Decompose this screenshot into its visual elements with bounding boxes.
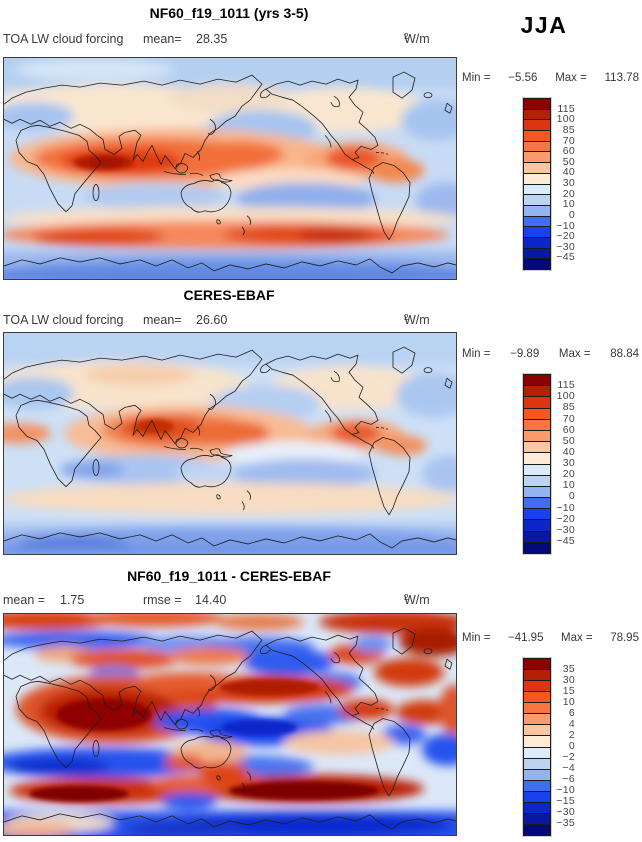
panel1-subtitle-row: TOA LW cloud forcing mean= 28.35 W/m 2 (0, 32, 465, 49)
panel2-mean-label: mean= (143, 313, 182, 327)
panel1-colorbar-ticks: 115 100 85 70 60 50 40 30 20 10 0 −10 −20 −30 −45 (556, 102, 575, 264)
panel2-max-value: 88.84 (610, 348, 639, 360)
map-obs (3, 332, 457, 555)
panel2-colorbar (523, 374, 551, 554)
panel3-title: NF60_f19_1011 - CERES-EBAF (127, 568, 331, 584)
panel3-units-base: W/m (404, 593, 430, 607)
panel2-colorbar-ticks: 115 100 85 70 60 50 40 30 20 10 0 −10 −20 −30 −45 (556, 379, 575, 547)
panel1-units-exponent: 2 (404, 32, 409, 41)
panel3-units-exponent: 2 (404, 593, 409, 602)
panel1-title: NF60_f19_1011 (yrs 3-5) (149, 5, 309, 21)
season-label: JJA (520, 12, 568, 38)
panel3-mean-label: mean = (3, 593, 46, 607)
panel1-mean-value: 28.35 (196, 32, 228, 46)
panel3-max-label: Max = (561, 632, 593, 644)
panel1-min-label: Min = (462, 72, 491, 84)
panel3-subtitle-row: mean = 1.75 rmse = 14.40 W/m 2 (0, 593, 465, 610)
panel2-units-label: W/m 2 (404, 313, 430, 328)
panel1-max-label: Max = (555, 72, 587, 84)
panel1-units-label: W/m 2 (404, 32, 430, 47)
panel1-max-value: 113.78 (604, 72, 639, 84)
panel2-units-exponent: 2 (404, 313, 409, 322)
panel1-variable-label: TOA LW cloud forcing (3, 32, 124, 46)
panel2-units-base: W/m (404, 313, 430, 327)
map-model (3, 57, 457, 280)
panel3-rmse-label: rmse = (143, 593, 182, 607)
panel2-max-label: Max = (558, 348, 591, 360)
panel3-minmax: Min = −41.95 Max = 78.95 (462, 632, 639, 644)
panel1-colorbar (523, 98, 551, 270)
panel3-rmse-value: 14.40 (195, 593, 227, 607)
panel3-min-value: −41.95 (507, 632, 544, 644)
panel1-units-base: W/m (404, 32, 430, 46)
panel3-mean-value: 1.75 (60, 593, 85, 607)
map-diff (3, 613, 457, 836)
panel1-minmax: Min = −5.56 Max = 113.78 (462, 72, 639, 84)
panel1-min-value: −5.56 (508, 72, 538, 84)
panel2-min-value: −9.89 (510, 348, 540, 360)
panel2-mean-value: 26.60 (196, 313, 228, 327)
panel3-colorbar-ticks: 35 30 15 10 6 4 2 0 −2 −4 −6 −10 −15 −30 −35 (556, 663, 575, 829)
panel3-min-label: Min = (462, 632, 491, 644)
panel2-subtitle-row: TOA LW cloud forcing mean= 26.60 W/m 2 (0, 313, 465, 330)
panel3-units-label: W/m 2 (404, 593, 430, 608)
panel1-mean-label: mean= (143, 32, 182, 46)
panel2-min-label: Min = (462, 348, 491, 360)
panel3-colorbar (523, 658, 551, 836)
panel2-minmax: Min = −9.89 Max = 88.84 (462, 348, 639, 360)
panel2-variable-label: TOA LW cloud forcing (3, 313, 124, 327)
panel2-title: CERES-EBAF (183, 287, 275, 303)
panel3-max-value: 78.95 (610, 632, 639, 644)
